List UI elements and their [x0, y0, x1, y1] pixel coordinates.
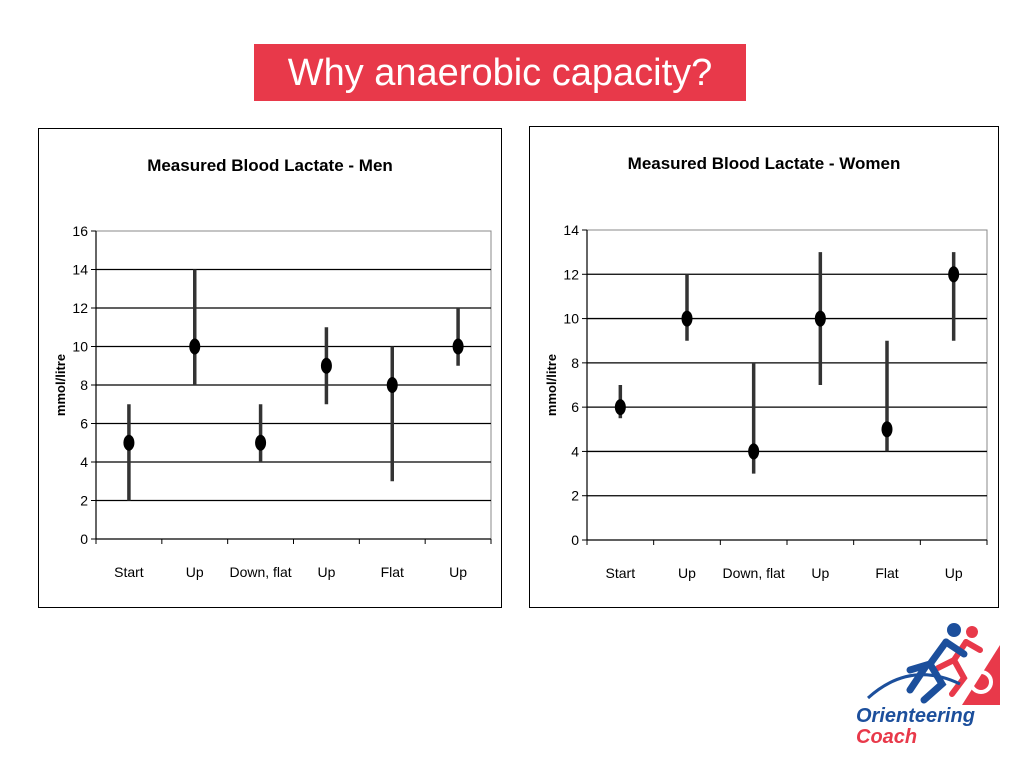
logo-text: Orienteering Coach [856, 706, 1006, 748]
chart-women: Measured Blood Lactate - Women 0 2 4 6 8 10 12 1… [529, 126, 999, 608]
women-y-tick-label: 6 [571, 399, 579, 415]
men-y-tick-label: 10 [72, 339, 88, 355]
women-data-point [681, 310, 693, 327]
women-x-tick-label: Start [606, 565, 636, 581]
men-x-tick-label: Up [317, 564, 335, 580]
men-data-point [386, 377, 398, 393]
women-data-point [814, 310, 826, 327]
men-data-point [123, 434, 135, 451]
women-x-tick-label: Up [811, 565, 829, 581]
women-y-tick-label: 4 [571, 443, 579, 459]
men-data-point [255, 434, 267, 451]
men-y-tick-label: 16 [72, 223, 88, 239]
chart-women-svg: Measured Blood Lactate - Women 0 2 4 6 8 10 12 1… [544, 154, 988, 581]
orienteering-coach-logo [866, 623, 1000, 705]
women-data-point [948, 266, 960, 283]
women-data-point [614, 399, 626, 416]
men-x-tick-label: Up [186, 564, 204, 580]
blue-runner-icon [906, 623, 968, 704]
control-flag-icon [962, 645, 1000, 705]
men-x-tick-label: Down, flat [229, 564, 291, 580]
men-x-tick-label: Up [449, 564, 467, 580]
men-y-tick-label: 2 [80, 493, 88, 509]
women-chart-title: Measured Blood Lactate - Women [628, 154, 901, 173]
swoosh-icon [866, 673, 961, 700]
men-data-point [320, 357, 332, 374]
logo-line1: Orienteering [856, 705, 975, 727]
men-x-tick-label: Flat [381, 564, 404, 580]
men-y-tick-label: 0 [80, 531, 88, 547]
women-x-tick-label: Up [945, 565, 963, 581]
women-y-tick-label: 2 [571, 488, 579, 504]
chart-men-svg: Measured Blood Lactate - Men 0 2 4 6 8 10 12 14 1… [53, 156, 492, 580]
women-y-tick-label: 12 [563, 266, 579, 282]
men-y-tick-label: 4 [80, 454, 88, 470]
men-y-axis-label: mmol/litre [53, 354, 68, 416]
chart-men: Measured Blood Lactate - Men 0 2 4 6 8 10 12 14 1… [38, 128, 502, 608]
men-y-tick-label: 14 [72, 262, 88, 278]
women-x-tick-label: Up [678, 565, 696, 581]
women-x-tick-label: Flat [875, 565, 898, 581]
men-x-tick-label: Start [114, 564, 144, 580]
women-plot-area [586, 229, 988, 541]
flag-ring-icon [969, 670, 993, 694]
men-y-tick-label: 6 [80, 416, 88, 432]
men-y-tick-label: 12 [72, 300, 88, 316]
women-x-tick-label: Down, flat [723, 565, 785, 581]
red-runner-icon [935, 626, 983, 697]
slide-title: Why anaerobic capacity? [254, 44, 746, 101]
men-chart-title: Measured Blood Lactate - Men [147, 156, 393, 175]
women-y-tick-label: 0 [571, 532, 579, 548]
women-y-tick-label: 8 [571, 355, 579, 371]
women-y-tick-label: 14 [563, 222, 579, 238]
logo-line2: Coach [856, 726, 918, 748]
women-y-tick-label: 10 [563, 311, 579, 327]
men-data-point [452, 338, 464, 355]
men-y-tick-label: 8 [80, 377, 88, 393]
women-data-point [748, 443, 760, 460]
women-y-axis-label: mmol/litre [544, 354, 559, 416]
women-data-point [881, 421, 893, 438]
men-data-point [189, 338, 201, 355]
